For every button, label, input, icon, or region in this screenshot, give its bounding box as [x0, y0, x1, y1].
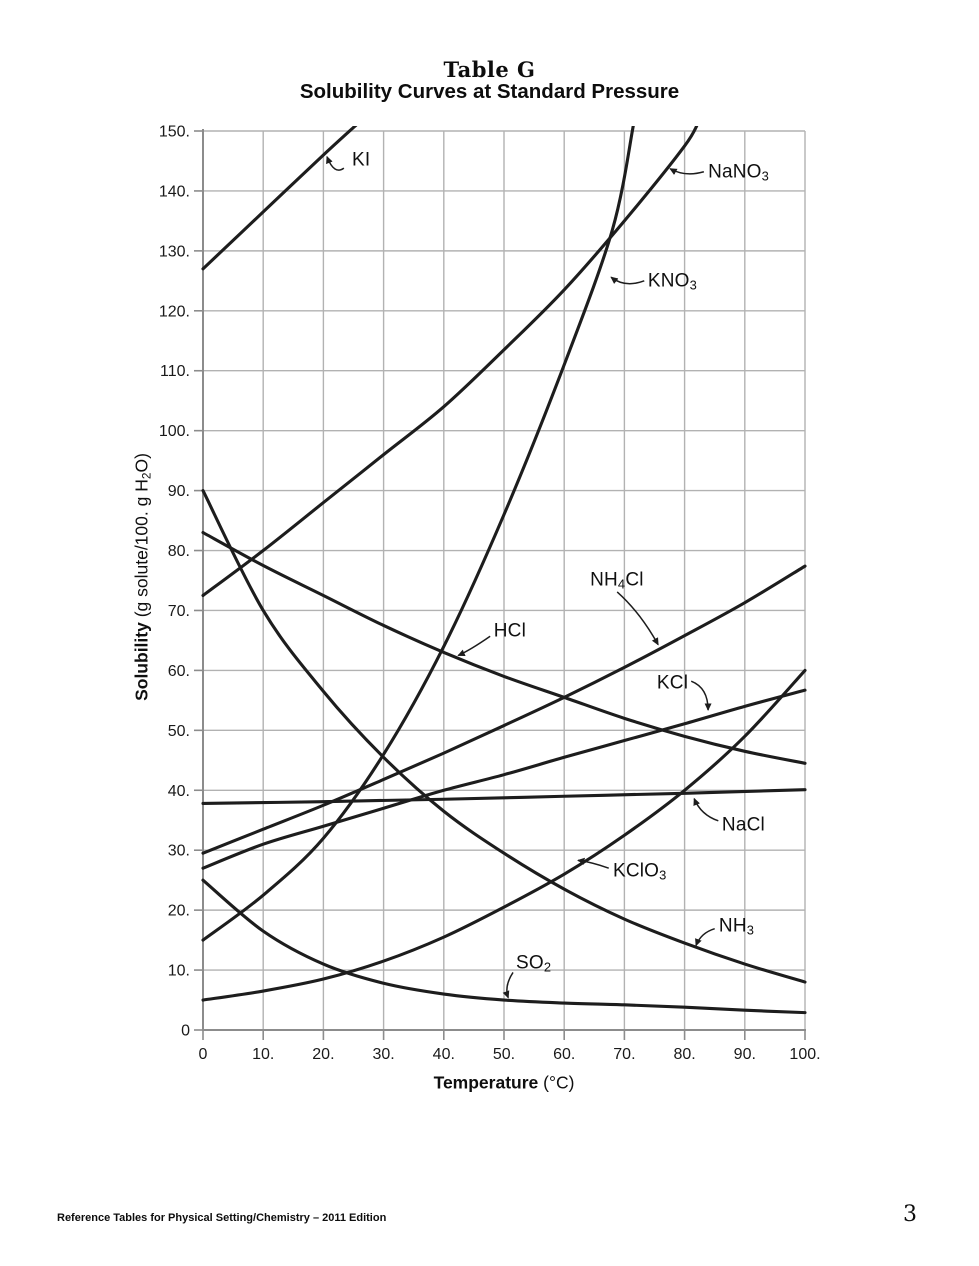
curve-label-KClO3: KClO3 [612, 860, 667, 883]
subscript: 3 [761, 168, 770, 184]
tick-marks [194, 130, 806, 1040]
text-run: HCl [493, 620, 527, 642]
curve-NaCl [201, 788, 807, 806]
x-tick-label: 20. [312, 1046, 334, 1063]
y-tick-label: 20. [168, 903, 190, 920]
y-tick-label: 80. [168, 543, 190, 560]
chart-title: Solubility Curves at Standard Pressure [299, 80, 680, 103]
arrow-SO2 [502, 972, 514, 999]
curve-label-KI: KI [352, 150, 370, 169]
subscript: 3 [689, 277, 698, 293]
text-run: NH [718, 915, 747, 937]
solubility-curves [201, 126, 807, 1015]
arrow-NaCl [693, 797, 719, 822]
arrow-NH3 [695, 927, 715, 947]
curve-KClO3 [201, 668, 807, 1002]
x-tick-label: 30. [372, 1046, 394, 1063]
curve-NH3 [201, 489, 807, 984]
y-tick-label: 120. [159, 303, 190, 320]
text-run: SO [516, 952, 544, 974]
x-tick-label: 100. [789, 1046, 820, 1063]
x-axis-unit: (°C) [538, 1072, 575, 1093]
subscript: 4 [617, 576, 626, 592]
text-run: KCl [656, 672, 689, 694]
arrow-KCl [690, 680, 712, 711]
x-tick-label: 70. [613, 1046, 635, 1063]
x-tick-label: 90. [734, 1046, 756, 1063]
y-tick-label: 140. [159, 183, 190, 200]
curve-label-KCl: KCl [657, 673, 688, 692]
x-tick-label: 40. [433, 1046, 455, 1063]
y-tick-label: 110. [160, 363, 190, 380]
x-tick-label: 10. [252, 1046, 274, 1063]
arrow-NH4Cl [616, 591, 659, 646]
text-run: (g solute/100. g H [131, 479, 152, 623]
label-arrows [326, 155, 719, 999]
arrow-NaNO3 [669, 168, 705, 175]
y-tick-label: 10. [168, 963, 190, 980]
table-title: Table G [443, 57, 536, 82]
y-tick-label: 90. [168, 483, 190, 500]
arrow-KNO3 [610, 276, 645, 285]
y-tick-labels: 0 10. 20. 30. 40. 50. 60. 70. 80. 90. 100. 110. 120.… [159, 124, 190, 1040]
x-tick-label: 50. [493, 1046, 515, 1063]
curve-label-SO2: SO2 [516, 952, 552, 975]
curve-label-KNO3: KNO3 [647, 270, 698, 293]
y-tick-label: 30. [168, 843, 190, 860]
text-run: KI [351, 149, 371, 171]
arrow-HCl [457, 635, 491, 657]
x-tick-label: 80. [673, 1046, 695, 1063]
text-run: NaNO [708, 161, 762, 183]
arrow-KClO3 [577, 857, 609, 869]
y-tick-label: 150. [159, 124, 190, 141]
y-axis-title-bold: Solubility [131, 622, 152, 701]
subscript: 2 [543, 959, 552, 975]
curve-KCl [201, 688, 807, 870]
curve-label-HCl: HCl [494, 621, 526, 640]
page-number: 3 [903, 1202, 917, 1227]
y-tick-label: 70. [168, 603, 190, 620]
curve-label-NaCl: NaCl [722, 816, 765, 835]
y-tick-label: 40. [168, 783, 190, 800]
x-axis-title: Temperature (°C) [434, 1073, 575, 1094]
subscript: 3 [659, 867, 667, 883]
curve-HCl [201, 531, 807, 765]
y-tick-label: 100. [159, 423, 190, 440]
curve-NaNO3 [201, 126, 699, 598]
curve-KI [201, 126, 358, 271]
text-run: O) [131, 453, 152, 473]
text-run: Cl [625, 569, 644, 591]
x-tick-label: 60. [553, 1046, 575, 1063]
text-run: NH [590, 569, 618, 591]
y-tick-label: 60. [168, 663, 190, 680]
curve-SO2 [201, 878, 807, 1015]
y-axis-title: Solubility (g solute/100. g H2O) [131, 453, 154, 701]
curve-NH4Cl [201, 564, 807, 855]
y-tick-label: 50. [168, 723, 190, 740]
y-tick-label: 130. [159, 243, 190, 260]
x-tick-label: 0 [199, 1046, 208, 1063]
text-run: KClO [612, 860, 660, 882]
text-run: KNO [647, 270, 690, 292]
curve-KNO3 [201, 126, 635, 942]
x-tick-labels: 0 10. 20. 30. 40. 50. 60. 70. 80. 90. 100. [199, 1046, 821, 1063]
subscript: 3 [746, 922, 755, 938]
curve-label-NaNO3: NaNO3 [708, 161, 770, 184]
curve-label-NH3: NH3 [718, 915, 755, 938]
curve-label-NH4Cl: NH4Cl [590, 569, 644, 592]
subscript: 2 [139, 472, 154, 480]
y-axis-unit: (g solute/100. g H2O) [131, 453, 154, 623]
text-run: NaCl [721, 814, 765, 836]
y-tick-label: 0 [181, 1023, 190, 1040]
x-axis-title-bold: Temperature [433, 1072, 539, 1093]
arrow-KI [326, 155, 345, 171]
footer-reference-text: Reference Tables for Physical Setting/Ch… [57, 1212, 387, 1224]
